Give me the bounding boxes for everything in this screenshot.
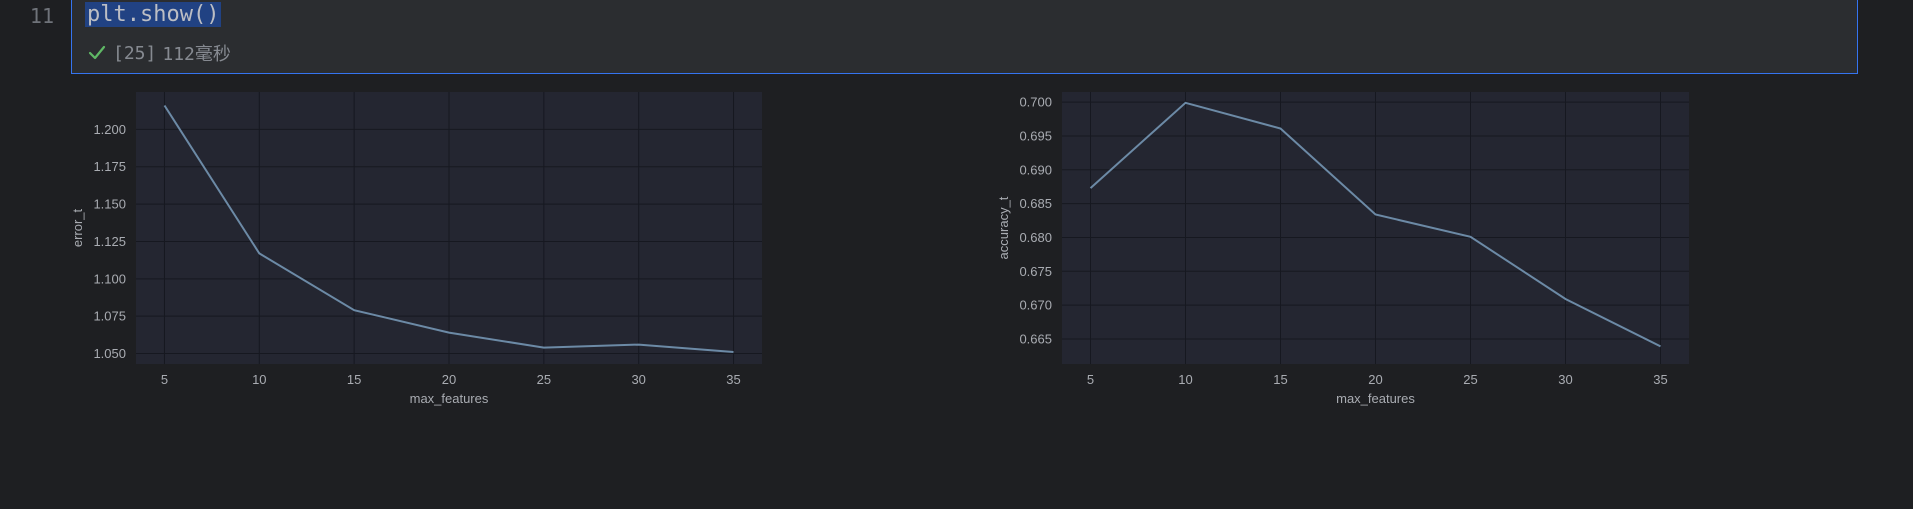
code-cell[interactable]: plt.show() [25] 112毫秒 [71, 0, 1858, 74]
y-axis-label: error_t [71, 208, 85, 247]
x-tick-label: 25 [1463, 372, 1477, 387]
y-tick-label: 1.150 [93, 197, 126, 212]
y-tick-label: 1.175 [93, 159, 126, 174]
y-tick-label: 0.665 [1019, 331, 1052, 346]
series-line [163, 104, 734, 353]
error-chart: 5 10 15 20 25 30 35 1.050 1.075 1.100 1.125 1.150 1.… [71, 92, 762, 406]
x-tick-label: 5 [1087, 372, 1094, 387]
y-tick-label: 1.100 [93, 271, 126, 286]
selected-code[interactable]: plt.show() [85, 2, 222, 27]
x-tick-label: 20 [442, 372, 456, 387]
y-tick-label: 0.690 [1019, 162, 1052, 177]
y-tick-label: 1.050 [93, 346, 126, 361]
y-tick-label: 1.200 [93, 122, 126, 137]
check-icon [88, 45, 106, 60]
x-tick-label: 30 [1558, 372, 1572, 387]
x-tick-label: 15 [347, 372, 361, 387]
line-gutter: 11 [0, 0, 58, 509]
x-tick-label: 35 [726, 372, 740, 387]
execution-count: [25] [113, 42, 157, 64]
x-tick-label: 20 [1368, 372, 1382, 387]
x-tick-label: 10 [1178, 372, 1192, 387]
accuracy-chart: 5 10 15 20 25 30 35 0.665 0.670 0.675 0.680 0.685 0.… [996, 92, 1689, 406]
y-tick-label: 0.700 [1019, 95, 1052, 110]
code-line[interactable]: plt.show() [85, 2, 222, 27]
y-tick-label: 0.670 [1019, 298, 1052, 313]
cell-output: 5 10 15 20 25 30 35 1.050 1.075 1.100 1.125 1.150 1.… [71, 84, 1858, 494]
x-tick-label: 25 [537, 372, 551, 387]
x-tick-label: 5 [161, 372, 168, 387]
y-tick-label: 0.685 [1019, 196, 1052, 211]
x-tick-label: 35 [1653, 372, 1667, 387]
x-tick-label: 15 [1273, 372, 1287, 387]
y-tick-label: 0.680 [1019, 230, 1052, 245]
x-axis-label: max_features [410, 391, 489, 406]
x-tick-label: 30 [631, 372, 645, 387]
y-tick-label: 0.675 [1019, 264, 1052, 279]
y-axis-label: accuracy_t [996, 196, 1011, 259]
y-tick-label: 1.125 [93, 234, 126, 249]
x-tick-label: 10 [252, 372, 266, 387]
series-line [1089, 101, 1661, 348]
y-tick-label: 0.695 [1019, 128, 1052, 143]
x-axis-label: max_features [1336, 391, 1415, 406]
y-tick-label: 1.075 [93, 309, 126, 324]
line-number: 11 [29, 4, 54, 28]
execution-status: [25] 112毫秒 [87, 40, 231, 66]
execution-time: 112毫秒 [162, 44, 231, 65]
